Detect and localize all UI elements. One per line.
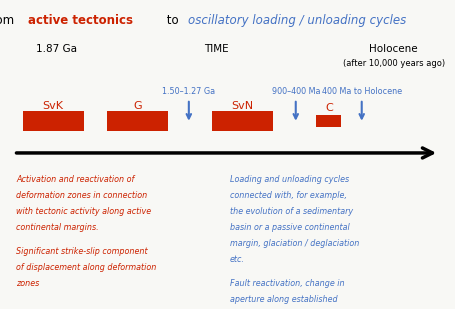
Text: deformation zones in connection: deformation zones in connection bbox=[16, 191, 147, 200]
Text: C: C bbox=[325, 103, 333, 113]
Text: Loading and unloading cycles: Loading and unloading cycles bbox=[230, 175, 349, 184]
Text: 1.50–1.27 Ga: 1.50–1.27 Ga bbox=[162, 87, 215, 96]
Bar bbox=[107, 111, 168, 131]
Text: with tectonic activity along active: with tectonic activity along active bbox=[16, 207, 151, 216]
Text: TIME: TIME bbox=[204, 44, 228, 54]
Text: active tectonics: active tectonics bbox=[28, 14, 133, 27]
Text: Significant strike-slip component: Significant strike-slip component bbox=[16, 247, 147, 256]
Text: (after 10,000 years ago): (after 10,000 years ago) bbox=[343, 59, 445, 69]
Text: Fault reactivation, change in: Fault reactivation, change in bbox=[230, 279, 344, 288]
Text: From: From bbox=[0, 14, 18, 27]
Text: SvK: SvK bbox=[43, 101, 64, 111]
Text: the evolution of a sedimentary: the evolution of a sedimentary bbox=[230, 207, 353, 216]
Text: aperture along established: aperture along established bbox=[230, 295, 338, 304]
Text: 1.87 Ga: 1.87 Ga bbox=[36, 44, 77, 54]
Text: continental margins.: continental margins. bbox=[16, 223, 99, 232]
Bar bbox=[316, 115, 341, 127]
Text: 400 Ma to Holocene: 400 Ma to Holocene bbox=[322, 87, 402, 96]
Text: 900–400 Ma: 900–400 Ma bbox=[272, 87, 320, 96]
Text: G: G bbox=[133, 101, 142, 111]
Text: connected with, for example,: connected with, for example, bbox=[230, 191, 347, 200]
Text: basin or a passive continental: basin or a passive continental bbox=[230, 223, 349, 232]
Text: to: to bbox=[163, 14, 182, 27]
Text: of displacement along deformation: of displacement along deformation bbox=[16, 263, 157, 272]
Bar bbox=[212, 111, 273, 131]
Bar bbox=[23, 111, 84, 131]
Text: oscillatory loading / unloading cycles: oscillatory loading / unloading cycles bbox=[188, 14, 406, 27]
Text: zones: zones bbox=[16, 279, 39, 288]
Text: Activation and reactivation of: Activation and reactivation of bbox=[16, 175, 134, 184]
Text: etc.: etc. bbox=[230, 255, 245, 264]
Text: Holocene: Holocene bbox=[369, 44, 418, 54]
Text: SvN: SvN bbox=[231, 101, 253, 111]
Text: margin, glaciation / deglaciation: margin, glaciation / deglaciation bbox=[230, 239, 359, 248]
